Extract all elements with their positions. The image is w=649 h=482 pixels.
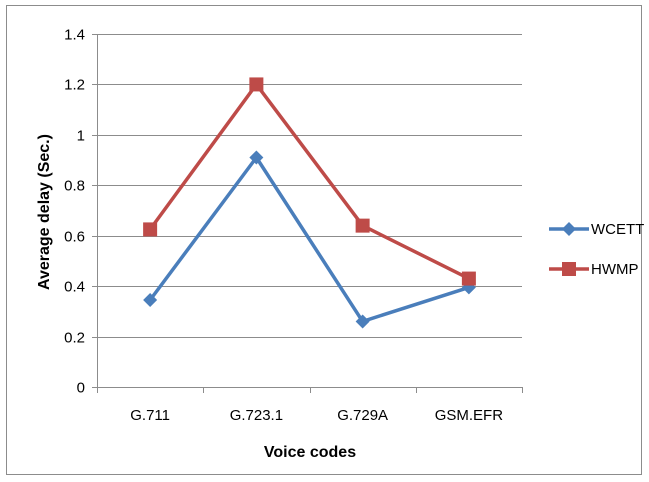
axes	[92, 34, 523, 393]
y-tick-label: 0.6	[64, 229, 85, 246]
chart-frame	[6, 5, 642, 475]
data-point-diamond	[355, 314, 370, 329]
legend-item-hwmp: HWMP	[549, 261, 639, 278]
legend-marker-square	[562, 262, 576, 276]
data-point-diamond	[143, 293, 158, 308]
y-tick-label: 1	[77, 128, 85, 145]
data-point-square	[249, 77, 264, 92]
x-tick-label: G.729A	[337, 407, 388, 424]
legend: WCETT HWMP	[549, 221, 644, 278]
series-hwmp	[143, 77, 476, 286]
x-tick-label: G.711	[130, 407, 170, 424]
gridlines	[97, 34, 522, 338]
x-tick-labels: G.711 G.723.1 G.729A GSM.EFR	[130, 407, 503, 424]
legend-label: HWMP	[591, 261, 639, 278]
y-tick-label: 1.4	[64, 27, 85, 44]
legend-label: WCETT	[591, 221, 644, 238]
x-tick-label: GSM.EFR	[435, 407, 504, 424]
series-group	[143, 77, 476, 329]
series-wcett	[143, 150, 476, 329]
series-line	[148, 82, 470, 281]
y-tick-labels: 0 0.2 0.4 0.6 0.8 1 1.2 1.4	[64, 27, 85, 397]
series-line	[148, 155, 470, 324]
data-point-diamond	[249, 150, 264, 165]
data-point-square	[143, 222, 158, 237]
y-tick-label: 0.8	[64, 178, 85, 195]
x-tick-label: G.723.1	[230, 407, 283, 424]
legend-marker-diamond	[562, 222, 576, 236]
y-tick-label: 0.2	[64, 330, 85, 347]
legend-item-wcett: WCETT	[549, 221, 644, 238]
y-tick-label: 0	[77, 380, 85, 397]
y-tick-label: 0.4	[64, 279, 85, 296]
data-point-square	[355, 218, 370, 233]
y-axis-title: Average delay (Sec.)	[36, 134, 53, 290]
x-axis-title: Voice codes	[264, 444, 356, 461]
data-point-square	[461, 271, 476, 286]
y-tick-label: 1.2	[64, 77, 85, 94]
